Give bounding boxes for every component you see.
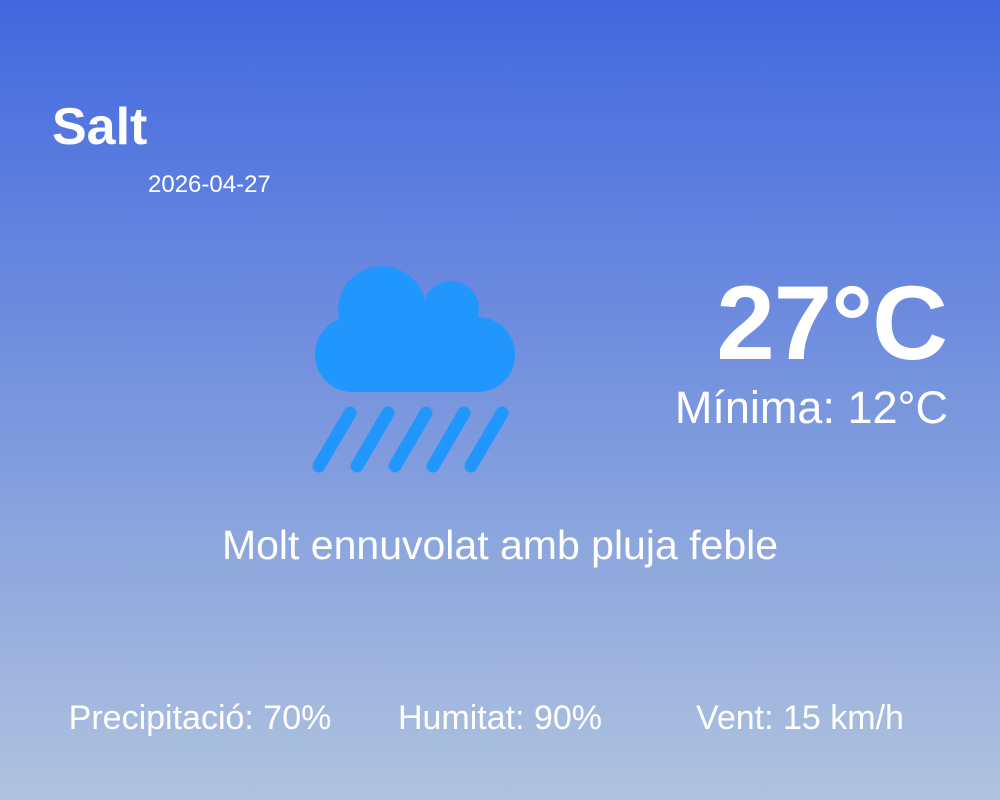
rain-drops: [312, 406, 509, 473]
current-temperature: 27°C: [716, 265, 948, 382]
conditions-description: Molt ennuvolat amb pluja feble: [221, 522, 779, 568]
stat-wind: Vent: 15 km/h: [696, 699, 904, 737]
location-title: Salt: [52, 98, 148, 156]
minimum-temperature: Mínima: 12°C: [674, 382, 948, 433]
stat-humidity: Humitat: 90%: [397, 699, 603, 737]
cloud-rain-icon: [312, 266, 515, 473]
stat-precipitation: Precipitació: 70%: [68, 699, 332, 737]
date-label: 2026-04-27: [148, 171, 271, 198]
stats-row: Precipitació: 70% Humitat: 90% Vent: 15 …: [50, 701, 950, 735]
cloud-shape: [315, 266, 515, 392]
